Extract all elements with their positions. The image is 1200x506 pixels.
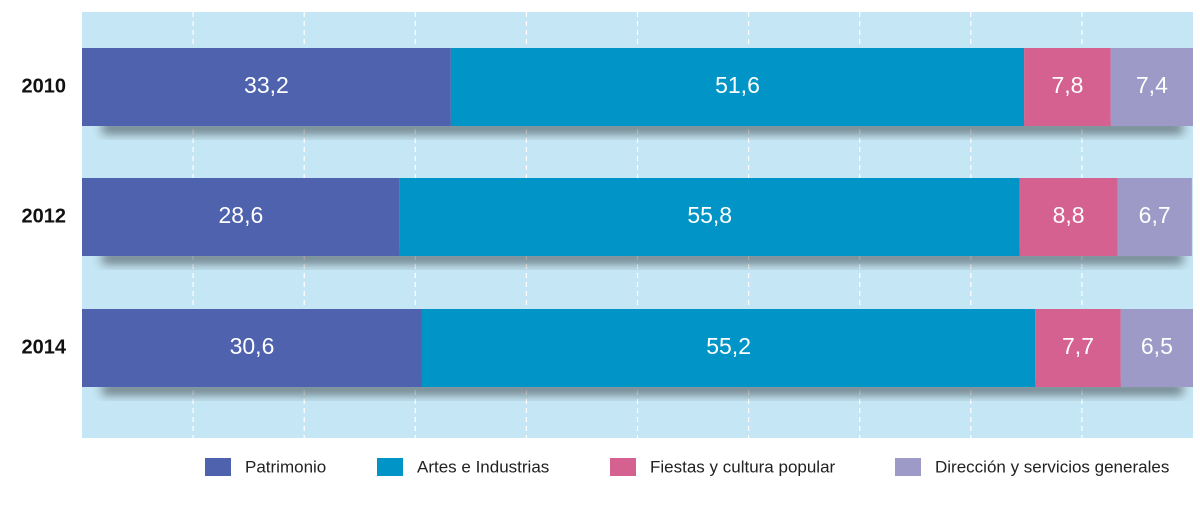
bar-segment bbox=[1024, 48, 1111, 126]
value-label: 33,2 bbox=[244, 72, 289, 98]
y-tick-label: 2012 bbox=[22, 205, 67, 227]
legend-label: Dirección y servicios generales bbox=[935, 457, 1169, 476]
value-label: 7,7 bbox=[1062, 333, 1094, 359]
y-tick-label: 2010 bbox=[22, 75, 67, 97]
y-tick-label: 2014 bbox=[22, 336, 67, 358]
bar-segment bbox=[421, 309, 1036, 387]
value-label: 55,2 bbox=[706, 333, 751, 359]
value-label: 8,8 bbox=[1053, 202, 1085, 228]
value-label: 6,5 bbox=[1141, 333, 1173, 359]
legend-swatch bbox=[895, 458, 921, 476]
value-label: 6,7 bbox=[1139, 202, 1171, 228]
value-label: 30,6 bbox=[230, 333, 275, 359]
bar-segment bbox=[82, 178, 400, 256]
bar-segment bbox=[1120, 309, 1193, 387]
legend-label: Fiestas y cultura popular bbox=[650, 457, 836, 476]
legend-label: Patrimonio bbox=[245, 457, 326, 476]
bar-segment bbox=[1110, 48, 1193, 126]
legend-swatch bbox=[610, 458, 636, 476]
bar-segment bbox=[82, 48, 451, 126]
legend-swatch bbox=[377, 458, 403, 476]
bar-segment bbox=[82, 309, 422, 387]
bar-segment bbox=[399, 178, 1020, 256]
legend-label: Artes e Industrias bbox=[417, 457, 549, 476]
bar-segment bbox=[1019, 178, 1118, 256]
bar-segment bbox=[450, 48, 1025, 126]
legend-swatch bbox=[205, 458, 231, 476]
bar-segment bbox=[1117, 178, 1192, 256]
value-label: 28,6 bbox=[218, 202, 263, 228]
value-label: 7,8 bbox=[1051, 72, 1083, 98]
bar-segment bbox=[1035, 309, 1121, 387]
value-label: 51,6 bbox=[715, 72, 760, 98]
value-label: 7,4 bbox=[1136, 72, 1168, 98]
value-label: 55,8 bbox=[687, 202, 732, 228]
